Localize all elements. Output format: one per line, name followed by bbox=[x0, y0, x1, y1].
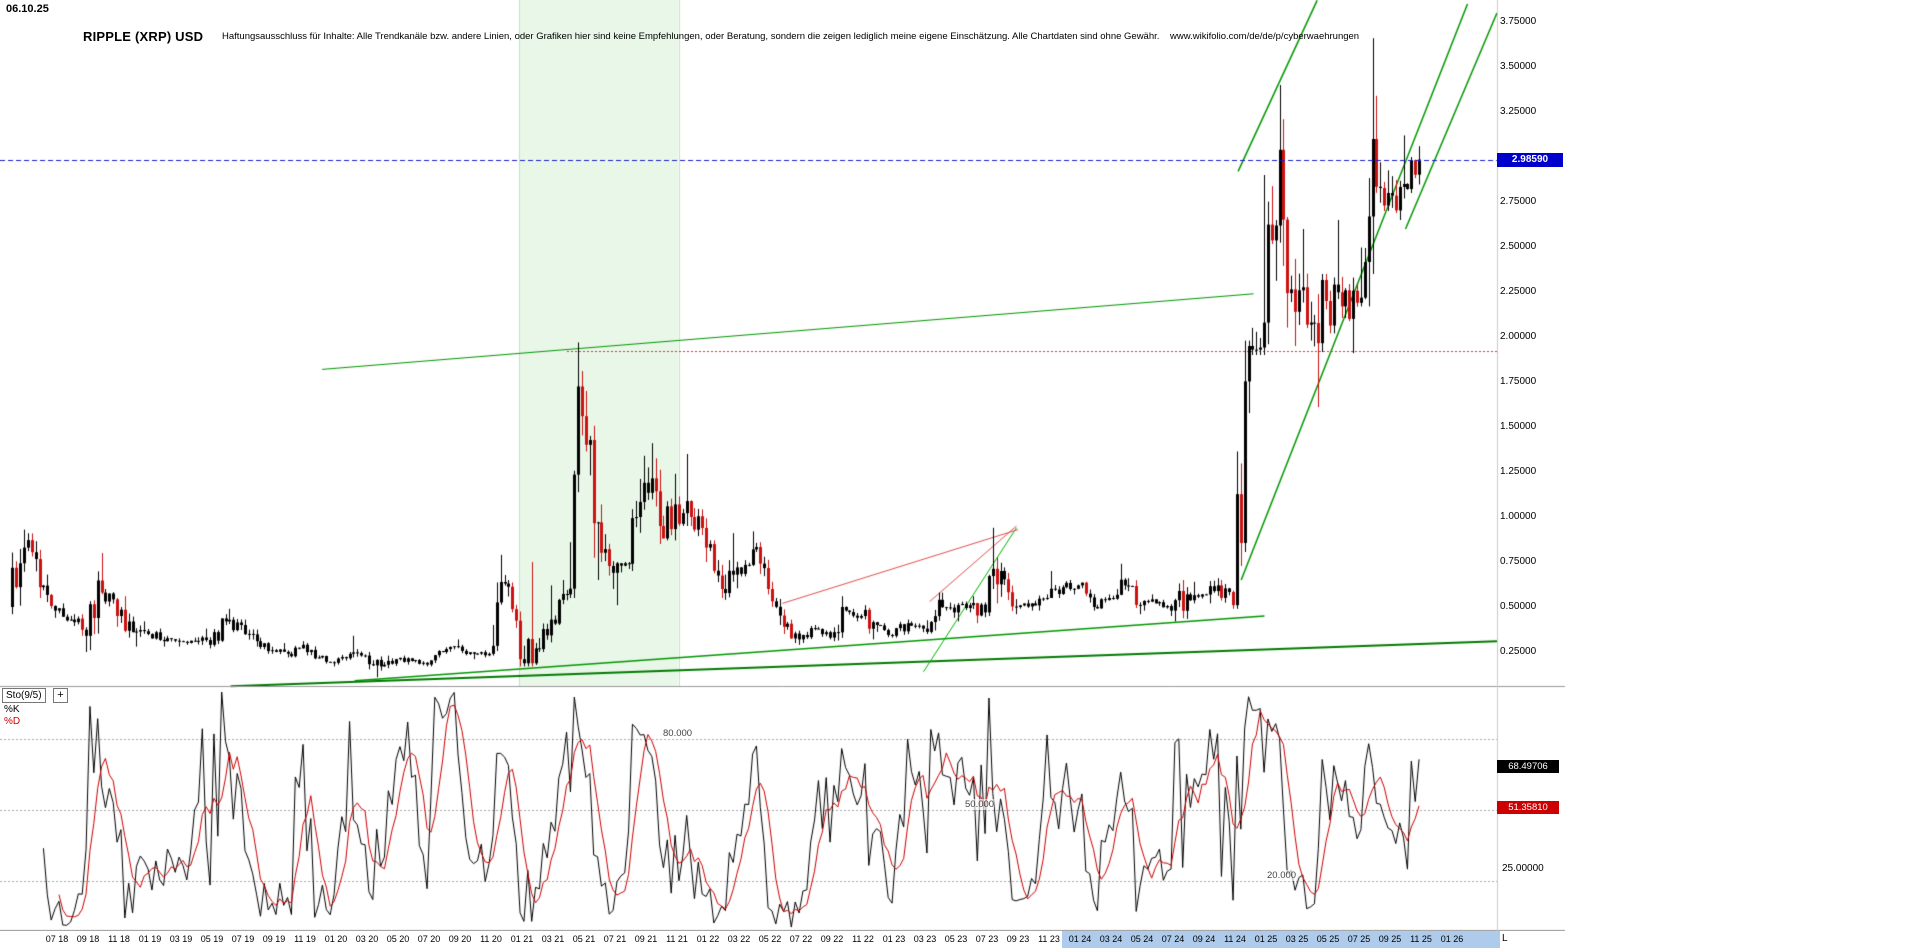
current-price-callout: 2.98590 bbox=[1497, 152, 1563, 167]
date-axis-label: 07 23 bbox=[975, 934, 999, 944]
date-axis-label: 01 22 bbox=[696, 934, 720, 944]
stoch-d-value: 51.35810 bbox=[1497, 800, 1559, 814]
chart-title: RIPPLE (XRP) USD bbox=[83, 29, 204, 44]
date-axis-label: 07 18 bbox=[45, 934, 69, 944]
price-axis-label: 0.50000 bbox=[1500, 601, 1537, 612]
date-axis-label: 09 19 bbox=[262, 934, 286, 944]
visible-range-highlight[interactable] bbox=[1062, 931, 1500, 948]
date-axis-label: 11 23 bbox=[1038, 934, 1060, 944]
price-axis-label: 2.25000 bbox=[1500, 286, 1537, 297]
date-axis-label: 03 24 bbox=[1099, 934, 1123, 944]
date-axis-label: 05 20 bbox=[386, 934, 410, 944]
date-axis-label: 07 25 bbox=[1347, 934, 1371, 944]
date-axis-label: 09 23 bbox=[1006, 934, 1030, 944]
price-axis-label: 2.50000 bbox=[1500, 241, 1537, 252]
axis-corner-label: L bbox=[1502, 933, 1508, 944]
date-axis-label: 03 20 bbox=[355, 934, 379, 944]
date-axis-label: 03 23 bbox=[913, 934, 937, 944]
price-axis-label: 3.75000 bbox=[1500, 16, 1537, 27]
price-axis-label: 1.50000 bbox=[1500, 421, 1537, 432]
date-axis-label: 07 19 bbox=[231, 934, 255, 944]
chart-date: 06.10.25 bbox=[6, 3, 49, 15]
date-axis-label: 07 22 bbox=[789, 934, 813, 944]
price-axis-label: 1.25000 bbox=[1500, 466, 1537, 477]
date-axis-label: 01 20 bbox=[324, 934, 348, 944]
date-axis-label: 11 25 bbox=[1410, 934, 1432, 944]
stoch-level-label: 80.000 bbox=[663, 728, 693, 740]
price-axis-label: 1.75000 bbox=[1500, 376, 1537, 387]
date-axis-label: 05 23 bbox=[944, 934, 968, 944]
stoch-k-label: %K bbox=[4, 704, 20, 715]
price-axis[interactable]: 3.75000 3.50000 3.25000 2.75000 2.50000 2.250… bbox=[1500, 0, 1564, 930]
date-axis-label: 01 24 bbox=[1068, 934, 1092, 944]
stoch-axis-label: 25.00000 bbox=[1502, 863, 1544, 874]
add-indicator-button[interactable]: + bbox=[53, 688, 68, 703]
price-axis-label: 2.75000 bbox=[1500, 196, 1537, 207]
date-axis-label: 05 19 bbox=[200, 934, 224, 944]
price-axis-label: 3.25000 bbox=[1500, 106, 1537, 117]
date-axis-label: 09 21 bbox=[634, 934, 658, 944]
stoch-d-label: %D bbox=[4, 716, 21, 727]
date-axis-label: 11 22 bbox=[852, 934, 874, 944]
date-axis-label: 01 23 bbox=[882, 934, 906, 944]
date-axis-label: 07 21 bbox=[603, 934, 627, 944]
date-axis-label: 03 19 bbox=[169, 934, 193, 944]
date-axis-label: 11 24 bbox=[1224, 934, 1246, 944]
date-axis-label: 07 24 bbox=[1161, 934, 1185, 944]
price-axis-label: 2.00000 bbox=[1500, 331, 1537, 342]
disclaimer-text: Haftungsausschluss für Inhalte: Alle Tre… bbox=[222, 31, 1160, 42]
date-axis-label: 09 24 bbox=[1192, 934, 1216, 944]
date-axis-label: 01 26 bbox=[1440, 934, 1464, 944]
date-axis-label: 09 22 bbox=[820, 934, 844, 944]
price-axis-label: 0.75000 bbox=[1500, 556, 1537, 567]
stoch-level-label: 50.000 bbox=[965, 799, 995, 810]
date-axis-label: 01 25 bbox=[1254, 934, 1278, 944]
date-axis-label: 11 18 bbox=[108, 934, 130, 944]
date-axis-label: 05 25 bbox=[1316, 934, 1340, 944]
date-axis-label: 03 21 bbox=[541, 934, 565, 944]
date-axis-label: 11 19 bbox=[294, 934, 316, 944]
date-axis-label: 09 25 bbox=[1378, 934, 1402, 944]
date-axis-label: 03 25 bbox=[1285, 934, 1309, 944]
date-axis-label: 05 21 bbox=[572, 934, 596, 944]
date-axis-label: 11 21 bbox=[666, 934, 688, 944]
date-axis-label: 11 20 bbox=[480, 934, 502, 944]
date-axis-label: 07 20 bbox=[417, 934, 441, 944]
date-axis-label: 05 22 bbox=[758, 934, 782, 944]
date-axis-label: 09 18 bbox=[76, 934, 100, 944]
disclaimer: Haftungsausschluss für Inhalte: Alle Tre… bbox=[222, 31, 1359, 42]
stoch-level-label: 20.000 bbox=[1267, 869, 1297, 881]
stoch-k-value: 68.49706 bbox=[1497, 760, 1559, 774]
date-axis-label: 03 22 bbox=[727, 934, 751, 944]
indicator-label[interactable]: Sto(9/5) bbox=[2, 688, 46, 703]
price-axis-label: 1.00000 bbox=[1500, 511, 1537, 522]
price-axis-label: 3.50000 bbox=[1500, 61, 1537, 72]
date-axis[interactable]: 07 18 09 18 11 18 01 19 03 19 05 19 07 19 09 19… bbox=[0, 931, 1916, 948]
disclaimer-link[interactable]: www.wikifolio.com/de/de/p/cyberwaehrunge… bbox=[1170, 31, 1360, 42]
date-axis-label: 09 20 bbox=[448, 934, 472, 944]
date-axis-label: 01 19 bbox=[138, 934, 162, 944]
price-axis-label: 0.25000 bbox=[1500, 646, 1537, 657]
date-axis-label: 01 21 bbox=[510, 934, 534, 944]
date-axis-label: 05 24 bbox=[1130, 934, 1154, 944]
